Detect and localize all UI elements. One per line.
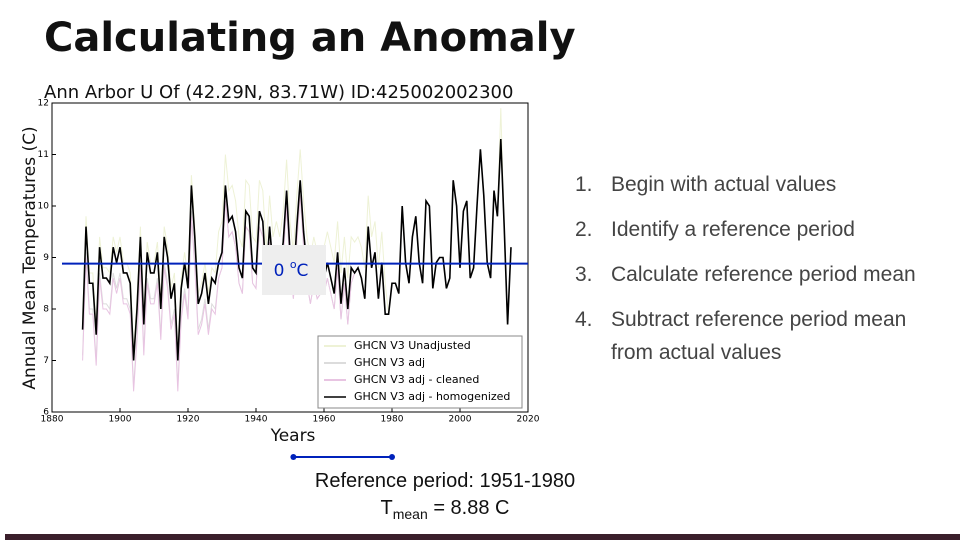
legend-label: GHCN V3 adj - cleaned — [354, 373, 479, 386]
y-tick-label: 12 — [38, 99, 49, 109]
x-tick-label: 2020 — [517, 415, 540, 425]
mean-text: Tmean = 8.88 C — [270, 497, 620, 522]
x-tick-label: 1960 — [313, 415, 336, 425]
reference-start — [290, 454, 297, 460]
step-number: 3. — [575, 263, 593, 286]
step: 3. Calculate reference period mean — [575, 258, 945, 291]
x-tick-label: 1900 — [109, 415, 132, 425]
y-tick-label: 9 — [43, 253, 49, 263]
chart-title: Ann Arbor U Of (42.29N, 83.71W) ID:42500… — [44, 82, 513, 103]
x-tick-label: 1940 — [245, 415, 268, 425]
x-tick-label: 1980 — [381, 415, 404, 425]
mean-subscript: mean — [392, 506, 428, 522]
step-number: 2. — [575, 218, 593, 241]
reference-period-text: Reference period: 1951-1980 — [314, 470, 576, 492]
legend-label: GHCN V3 adj - homogenized — [354, 390, 510, 403]
reference-label-part: 0 — [274, 261, 290, 281]
mean-symbol: T — [380, 497, 393, 519]
step: 4. Subtract reference period mean from ac… — [575, 303, 945, 369]
plot: 1880 1900 1920 1940 1960 1980 2000 2020 6 7 8 9 10 11… — [38, 99, 540, 460]
y-tick-label: 8 — [43, 305, 49, 315]
reference-label-part: o — [290, 258, 297, 271]
reference-label: 0 oC — [274, 258, 309, 281]
legend-label: GHCN V3 Unadjusted — [354, 339, 471, 352]
reference-end — [389, 454, 395, 460]
step-text: Begin with actual values — [611, 173, 837, 196]
legend-label: GHCN V3 adj — [354, 356, 425, 369]
y-tick-label: 6 — [43, 408, 49, 418]
legend-box — [317, 335, 523, 409]
y-axis-label: Annual Mean Temperatures (C) — [20, 126, 40, 389]
step-text: Calculate reference period mean — [611, 263, 916, 286]
x-tick-label: 1920 — [177, 415, 200, 425]
step-number: 1. — [575, 173, 593, 196]
y-tick-label: 11 — [38, 150, 49, 160]
series-line — [81, 139, 512, 361]
reference-label-part: C — [297, 261, 309, 281]
y-tick-label: 7 — [43, 356, 49, 366]
slide-title: Calculating an Anomaly — [44, 15, 576, 61]
step-number: 4. — [575, 308, 593, 331]
step-list: 1. Begin with actual values 2. Identify a r… — [575, 168, 945, 381]
y-tick-label: 10 — [38, 202, 50, 212]
mean-value: = 8.88 C — [427, 497, 510, 519]
step: 1. Begin with actual values — [575, 168, 945, 201]
reference-label-box — [262, 245, 326, 295]
x-tick-label: 2000 — [449, 415, 472, 425]
x-tick-label: 1880 — [41, 415, 64, 425]
footer-bar — [5, 534, 960, 540]
step-text: Subtract reference period mean from actu… — [611, 308, 907, 364]
step-text: Identify a reference period — [611, 218, 855, 241]
step: 2. Identify a reference period — [575, 213, 945, 246]
x-axis-label: Years — [270, 426, 316, 446]
